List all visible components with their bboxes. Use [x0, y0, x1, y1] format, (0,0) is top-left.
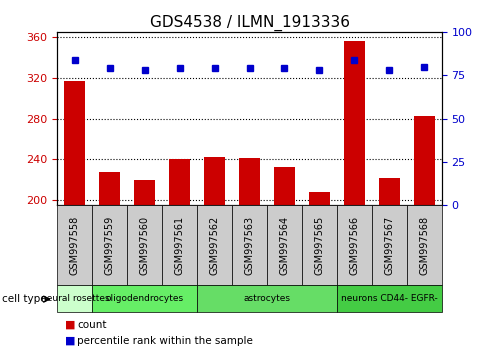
Text: GSM997565: GSM997565: [314, 216, 324, 275]
Text: GSM997561: GSM997561: [175, 216, 185, 275]
Bar: [267, 205, 302, 285]
Bar: [274, 166, 295, 354]
Text: GSM997564: GSM997564: [279, 216, 289, 275]
Text: percentile rank within the sample: percentile rank within the sample: [77, 336, 253, 346]
Text: GSM997566: GSM997566: [349, 216, 359, 275]
Text: count: count: [77, 320, 107, 330]
Bar: [309, 192, 330, 354]
Text: GSM997560: GSM997560: [140, 216, 150, 275]
Text: oligodendrocytes: oligodendrocytes: [106, 294, 184, 303]
Text: GSM997567: GSM997567: [384, 216, 394, 275]
Bar: [57, 285, 92, 312]
Bar: [337, 205, 372, 285]
Text: GSM997558: GSM997558: [70, 216, 80, 275]
Bar: [197, 285, 337, 312]
Bar: [379, 178, 400, 354]
Bar: [169, 159, 190, 354]
Text: GSM997563: GSM997563: [245, 216, 254, 275]
Text: astrocytes: astrocytes: [244, 294, 290, 303]
Bar: [239, 158, 260, 354]
Text: GSM997562: GSM997562: [210, 216, 220, 275]
Bar: [92, 285, 197, 312]
Text: ■: ■: [65, 336, 75, 346]
Text: neurons CD44- EGFR-: neurons CD44- EGFR-: [341, 294, 438, 303]
Text: GSM997568: GSM997568: [419, 216, 429, 275]
Bar: [197, 205, 232, 285]
Bar: [344, 41, 365, 354]
Bar: [407, 205, 442, 285]
Bar: [162, 205, 197, 285]
Text: neural rosettes: neural rosettes: [40, 294, 109, 303]
Bar: [99, 172, 120, 354]
Bar: [57, 205, 92, 285]
Bar: [92, 205, 127, 285]
Bar: [204, 158, 225, 354]
Bar: [127, 205, 162, 285]
Bar: [414, 115, 435, 354]
Bar: [134, 180, 155, 354]
Text: cell type: cell type: [2, 294, 47, 304]
Bar: [64, 81, 85, 354]
Text: ■: ■: [65, 320, 75, 330]
Bar: [337, 285, 442, 312]
Bar: [232, 205, 267, 285]
Text: GSM997559: GSM997559: [105, 216, 115, 275]
Title: GDS4538 / ILMN_1913336: GDS4538 / ILMN_1913336: [150, 14, 349, 30]
Bar: [302, 205, 337, 285]
Bar: [372, 205, 407, 285]
